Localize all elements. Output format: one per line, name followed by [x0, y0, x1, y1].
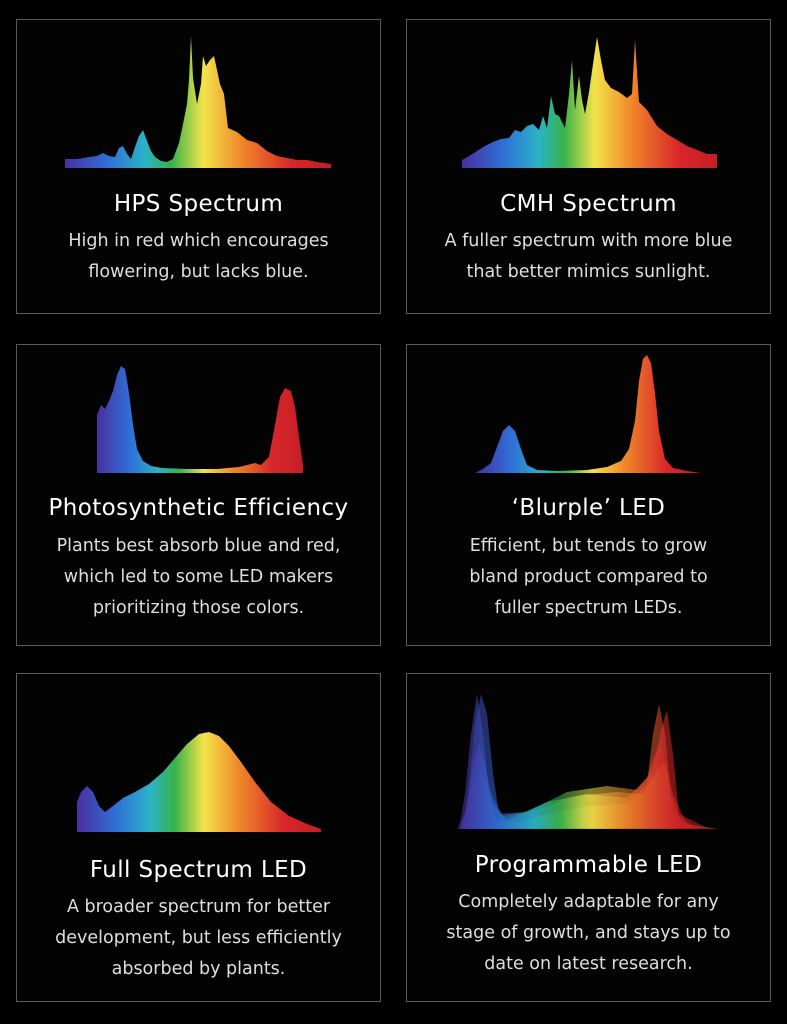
card-title: HPS Spectrum — [113, 191, 284, 217]
description-line: High in red which encourages — [68, 231, 329, 251]
spectrum-curve-icon — [65, 36, 331, 168]
description-line: that better mimics sunlight. — [466, 262, 711, 282]
description-line: flowering, but lacks blue. — [88, 262, 309, 282]
description-line: A fuller spectrum with more blue — [444, 231, 733, 251]
spectrum-curve-icon — [77, 732, 321, 832]
description-line: date on latest research. — [484, 954, 693, 974]
card-description: A broader spectrum for better developmen… — [17, 892, 380, 985]
card-photosynthetic-efficiency: Photosynthetic Efficiency Plants best ab… — [16, 344, 381, 646]
spectrum-curve-icon — [462, 37, 717, 168]
card-blurple-led: ‘Blurple’ LED Efficient, but tends to gr… — [406, 344, 771, 646]
description-line: A broader spectrum for better — [66, 897, 331, 917]
card-title: ‘Blurple’ LED — [511, 495, 666, 521]
card-full-spectrum-led: Full Spectrum LED A broader spectrum for… — [16, 673, 381, 1002]
card-description: Plants best absorb blue and red, which l… — [17, 531, 380, 624]
spectrum-curve-icon — [475, 355, 701, 473]
description-line: Plants best absorb blue and red, — [56, 536, 341, 556]
card-title: Photosynthetic Efficiency — [48, 495, 349, 521]
card-hps-spectrum: HPS Spectrum High in red which encourage… — [16, 19, 381, 314]
description-line: bland product compared to — [469, 567, 708, 587]
description-line: prioritizing those colors. — [92, 598, 305, 618]
description-line: stage of growth, and stays up to — [446, 923, 731, 943]
card-title: Full Spectrum LED — [89, 857, 308, 883]
card-title: CMH Spectrum — [500, 191, 677, 217]
card-cmh-spectrum: CMH Spectrum A fuller spectrum with more… — [406, 19, 771, 314]
card-description: Efficient, but tends to grow bland produ… — [407, 531, 770, 624]
description-line: which led to some LED makers — [63, 567, 334, 587]
card-description: High in red which encourages flowering, … — [17, 226, 380, 288]
spectrum-curve-icon — [97, 366, 303, 473]
description-line: development, but less efficiently — [55, 928, 342, 948]
card-title: Programmable LED — [474, 852, 703, 878]
card-description: Completely adaptable for any stage of gr… — [407, 887, 770, 980]
description-line: fuller spectrum LEDs. — [494, 598, 683, 618]
description-line: Efficient, but tends to grow — [469, 536, 708, 556]
spectrum-curve-icon — [457, 694, 719, 829]
card-description: A fuller spectrum with more blue that be… — [407, 226, 770, 288]
description-line: absorbed by plants. — [111, 959, 286, 979]
description-line: Completely adaptable for any — [458, 892, 719, 912]
card-programmable-led: Programmable LED Completely adaptable fo… — [406, 673, 771, 1002]
